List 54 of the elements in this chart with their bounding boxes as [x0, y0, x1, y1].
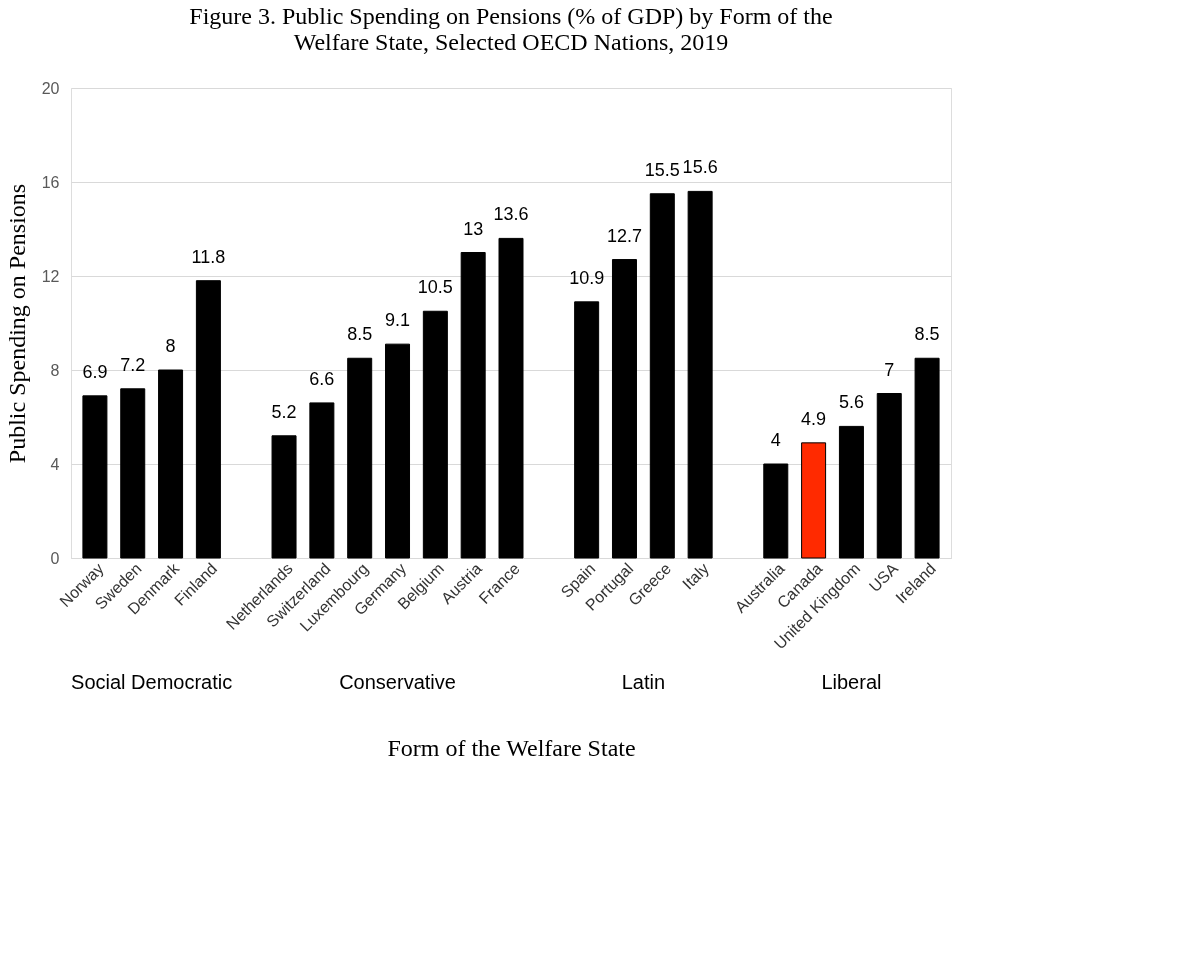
bar	[687, 190, 713, 559]
bar	[385, 343, 411, 559]
bar	[120, 388, 146, 559]
text: Latin	[621, 671, 666, 693]
y-axis-title: Public Spending on Pensions	[3, 183, 30, 464]
x-tick-label: Italy	[679, 559, 712, 593]
data-label: 9.1	[385, 310, 411, 331]
bar	[611, 259, 637, 559]
bar	[271, 435, 297, 559]
data-label: 8.5	[347, 324, 373, 345]
y-tick-label: 16	[41, 173, 60, 191]
data-label: 13	[463, 218, 484, 239]
y-tick-label: 4	[50, 455, 60, 473]
chart-title: Figure 3. Public Spending on Pensions (% of GDP) by Form of the Welfare State, Selected OECD Nations, 2019	[189, 3, 833, 55]
bar	[498, 237, 524, 559]
bar	[460, 252, 486, 559]
bar	[838, 425, 864, 559]
bar	[763, 463, 789, 559]
data-label: 8	[165, 336, 176, 356]
data-label: 12.7	[606, 225, 642, 246]
data-label: 15.5	[644, 159, 680, 180]
text: Conservative	[339, 671, 456, 693]
bar	[82, 395, 108, 559]
bar	[422, 310, 448, 559]
bar	[347, 357, 373, 559]
data-label: 6.9	[82, 361, 108, 382]
data-label: 8.5	[914, 324, 940, 345]
data-label: 13.6	[493, 204, 529, 225]
bar	[574, 301, 600, 559]
data-label: 11.8	[191, 246, 226, 267]
data-label: 6.6	[309, 368, 335, 389]
bar	[649, 193, 675, 559]
bar	[158, 369, 184, 559]
data-label: 4.9	[801, 408, 827, 429]
y-tick-label: 8	[50, 361, 60, 379]
y-tick-label: 20	[41, 79, 60, 97]
x-axis-title: Form of the Welfare State	[387, 735, 636, 762]
bar	[876, 393, 902, 559]
data-label: 7	[884, 359, 895, 380]
bar	[309, 402, 335, 559]
data-label: 15.6	[682, 157, 718, 178]
data-label: 10.9	[569, 267, 605, 288]
data-label: 10.5	[417, 277, 453, 298]
bar	[195, 280, 221, 559]
y-tick-label: 12	[41, 267, 60, 285]
data-label: 4	[770, 430, 781, 450]
text: Liberal	[821, 671, 882, 693]
bar	[801, 442, 827, 559]
data-label: 5.2	[271, 401, 297, 422]
data-label: 5.6	[838, 392, 864, 413]
text: Social Democratic	[71, 671, 233, 693]
bar	[914, 357, 940, 559]
data-label: 7.2	[120, 354, 146, 375]
y-tick-label: 0	[50, 549, 60, 567]
